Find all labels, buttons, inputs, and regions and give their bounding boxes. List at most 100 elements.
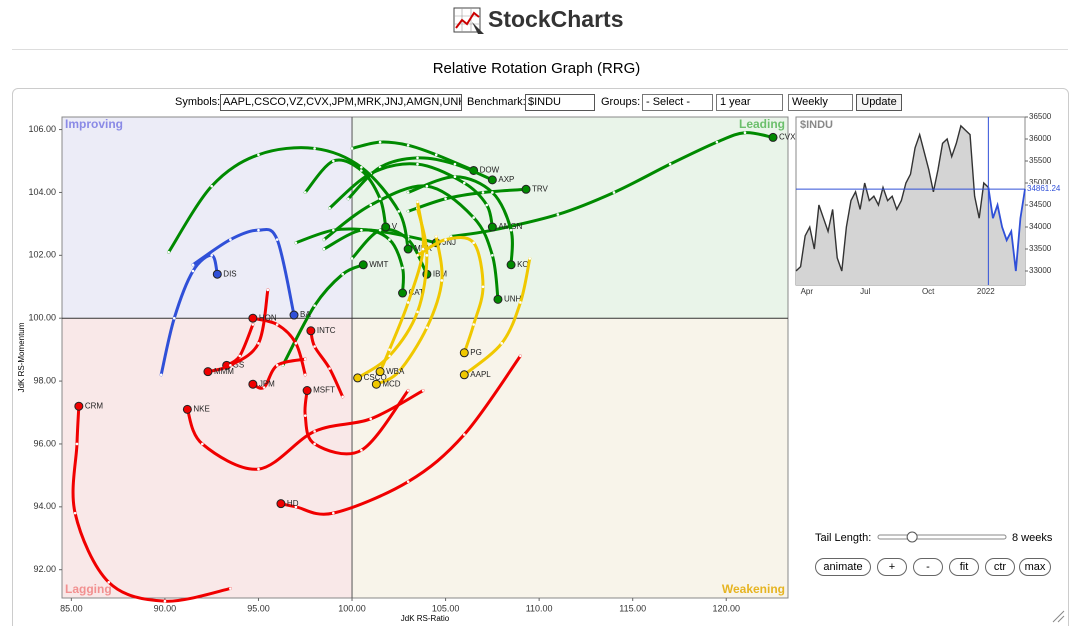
symbol-label: MSFT — [313, 386, 335, 395]
tail — [309, 329, 345, 399]
y-tick-label: 98.00 — [33, 375, 56, 385]
logo-icon — [453, 7, 484, 38]
tail-point — [491, 254, 494, 257]
head — [487, 222, 497, 232]
head — [459, 348, 469, 358]
control-button[interactable]: - — [913, 558, 943, 576]
update-button[interactable]: Update — [856, 94, 902, 111]
inset-tick-label: 36000 — [1029, 134, 1052, 143]
tail-point — [294, 342, 298, 345]
tail-point — [322, 238, 326, 241]
page-title: Relative Rotation Graph (RRG) — [432, 60, 641, 77]
y-tick-label: 92.00 — [33, 564, 56, 574]
tail-point — [444, 238, 447, 241]
head — [212, 269, 222, 279]
head — [375, 367, 385, 377]
tail-point — [360, 166, 363, 169]
tail-point — [388, 348, 391, 351]
control-button[interactable]: ctr — [985, 558, 1015, 576]
tail-point — [159, 373, 163, 377]
tail-point — [332, 511, 335, 515]
tail-point — [313, 430, 316, 433]
tail-point — [350, 147, 354, 150]
tail-point — [388, 238, 391, 241]
tail-point — [238, 354, 242, 358]
tail-point — [481, 285, 485, 289]
tail-point — [528, 257, 532, 260]
benchmark-label: Benchmark: — [467, 96, 526, 108]
tail-point — [281, 364, 285, 367]
head — [521, 184, 531, 194]
slider-knob[interactable] — [906, 531, 918, 543]
tail-point — [434, 153, 438, 157]
symbol-label: KO — [517, 260, 529, 269]
tail-point — [485, 203, 489, 207]
tail-point — [210, 254, 213, 257]
tail — [185, 389, 425, 471]
separator — [12, 49, 1068, 50]
symbol-label: GS — [233, 360, 245, 369]
head — [403, 244, 413, 254]
head — [306, 326, 316, 336]
tail-point — [472, 216, 475, 219]
tail-point — [462, 433, 466, 436]
tail — [206, 288, 270, 374]
symbol-label: V — [392, 222, 398, 231]
inset-x-label: Apr — [801, 287, 814, 296]
tail-point — [346, 197, 350, 201]
y-tick-label: 94.00 — [33, 501, 56, 511]
frequency-select[interactable]: Weekly — [788, 94, 853, 111]
tail-point — [481, 191, 485, 194]
symbol-label: BA — [300, 310, 311, 319]
plot-border — [61, 116, 789, 599]
tail-point — [406, 480, 410, 483]
tail — [449, 131, 775, 238]
groups-select[interactable]: - Select - — [642, 94, 713, 111]
tail-point — [275, 238, 279, 241]
symbol-label: IBM — [433, 269, 448, 278]
control-button[interactable]: max — [1019, 558, 1051, 576]
control-button[interactable]: animate — [815, 558, 871, 576]
symbol-label: CAT — [409, 288, 425, 297]
tail — [416, 235, 485, 355]
tail-point — [73, 511, 77, 515]
benchmark-input[interactable]: $INDU — [525, 94, 595, 111]
tail-point — [378, 228, 382, 232]
head — [493, 294, 503, 304]
symbol-label: CVX — [779, 133, 796, 142]
head — [302, 386, 312, 396]
last-value-label: 34861.24 — [1027, 184, 1061, 193]
tail-point — [294, 505, 298, 509]
head — [487, 175, 497, 185]
tail — [406, 187, 528, 213]
x-tick-label: 95.00 — [247, 603, 270, 613]
inset-tick-label: 34000 — [1029, 222, 1052, 231]
symbol-label: CSCO — [364, 373, 387, 382]
tail-point — [416, 200, 419, 204]
tail-point — [519, 354, 522, 358]
tail-point — [369, 417, 373, 421]
x-tick-label: 85.00 — [60, 603, 83, 613]
head — [74, 401, 84, 411]
tail-point — [472, 241, 475, 245]
control-button[interactable]: + — [877, 558, 907, 576]
symbol-label: WBA — [386, 367, 405, 376]
tail-point — [715, 140, 719, 144]
tail-point — [401, 266, 404, 270]
tail-point — [668, 162, 672, 166]
quadrant-label: Weakening — [722, 582, 785, 596]
groups-label: Groups: — [601, 96, 641, 108]
inset-x-label: 2022 — [977, 287, 995, 296]
tail-label: Tail Length: — [815, 532, 872, 544]
control-button[interactable]: fit — [949, 558, 979, 576]
symbols-input[interactable]: AAPL,CSCO,VZ,CVX,JPM,MRK,JNJ,AMGN,UNH,I — [220, 94, 462, 111]
symbol-label: DIS — [223, 269, 236, 278]
tail-point — [210, 184, 213, 188]
x-axis-label: JdK RS-Ratio — [401, 614, 450, 623]
slider-track — [877, 534, 1007, 540]
tail — [251, 357, 307, 390]
quadrant — [62, 318, 353, 598]
period-select[interactable]: 1 year — [716, 94, 783, 111]
tail-point — [257, 342, 260, 345]
tail-point — [416, 162, 419, 166]
